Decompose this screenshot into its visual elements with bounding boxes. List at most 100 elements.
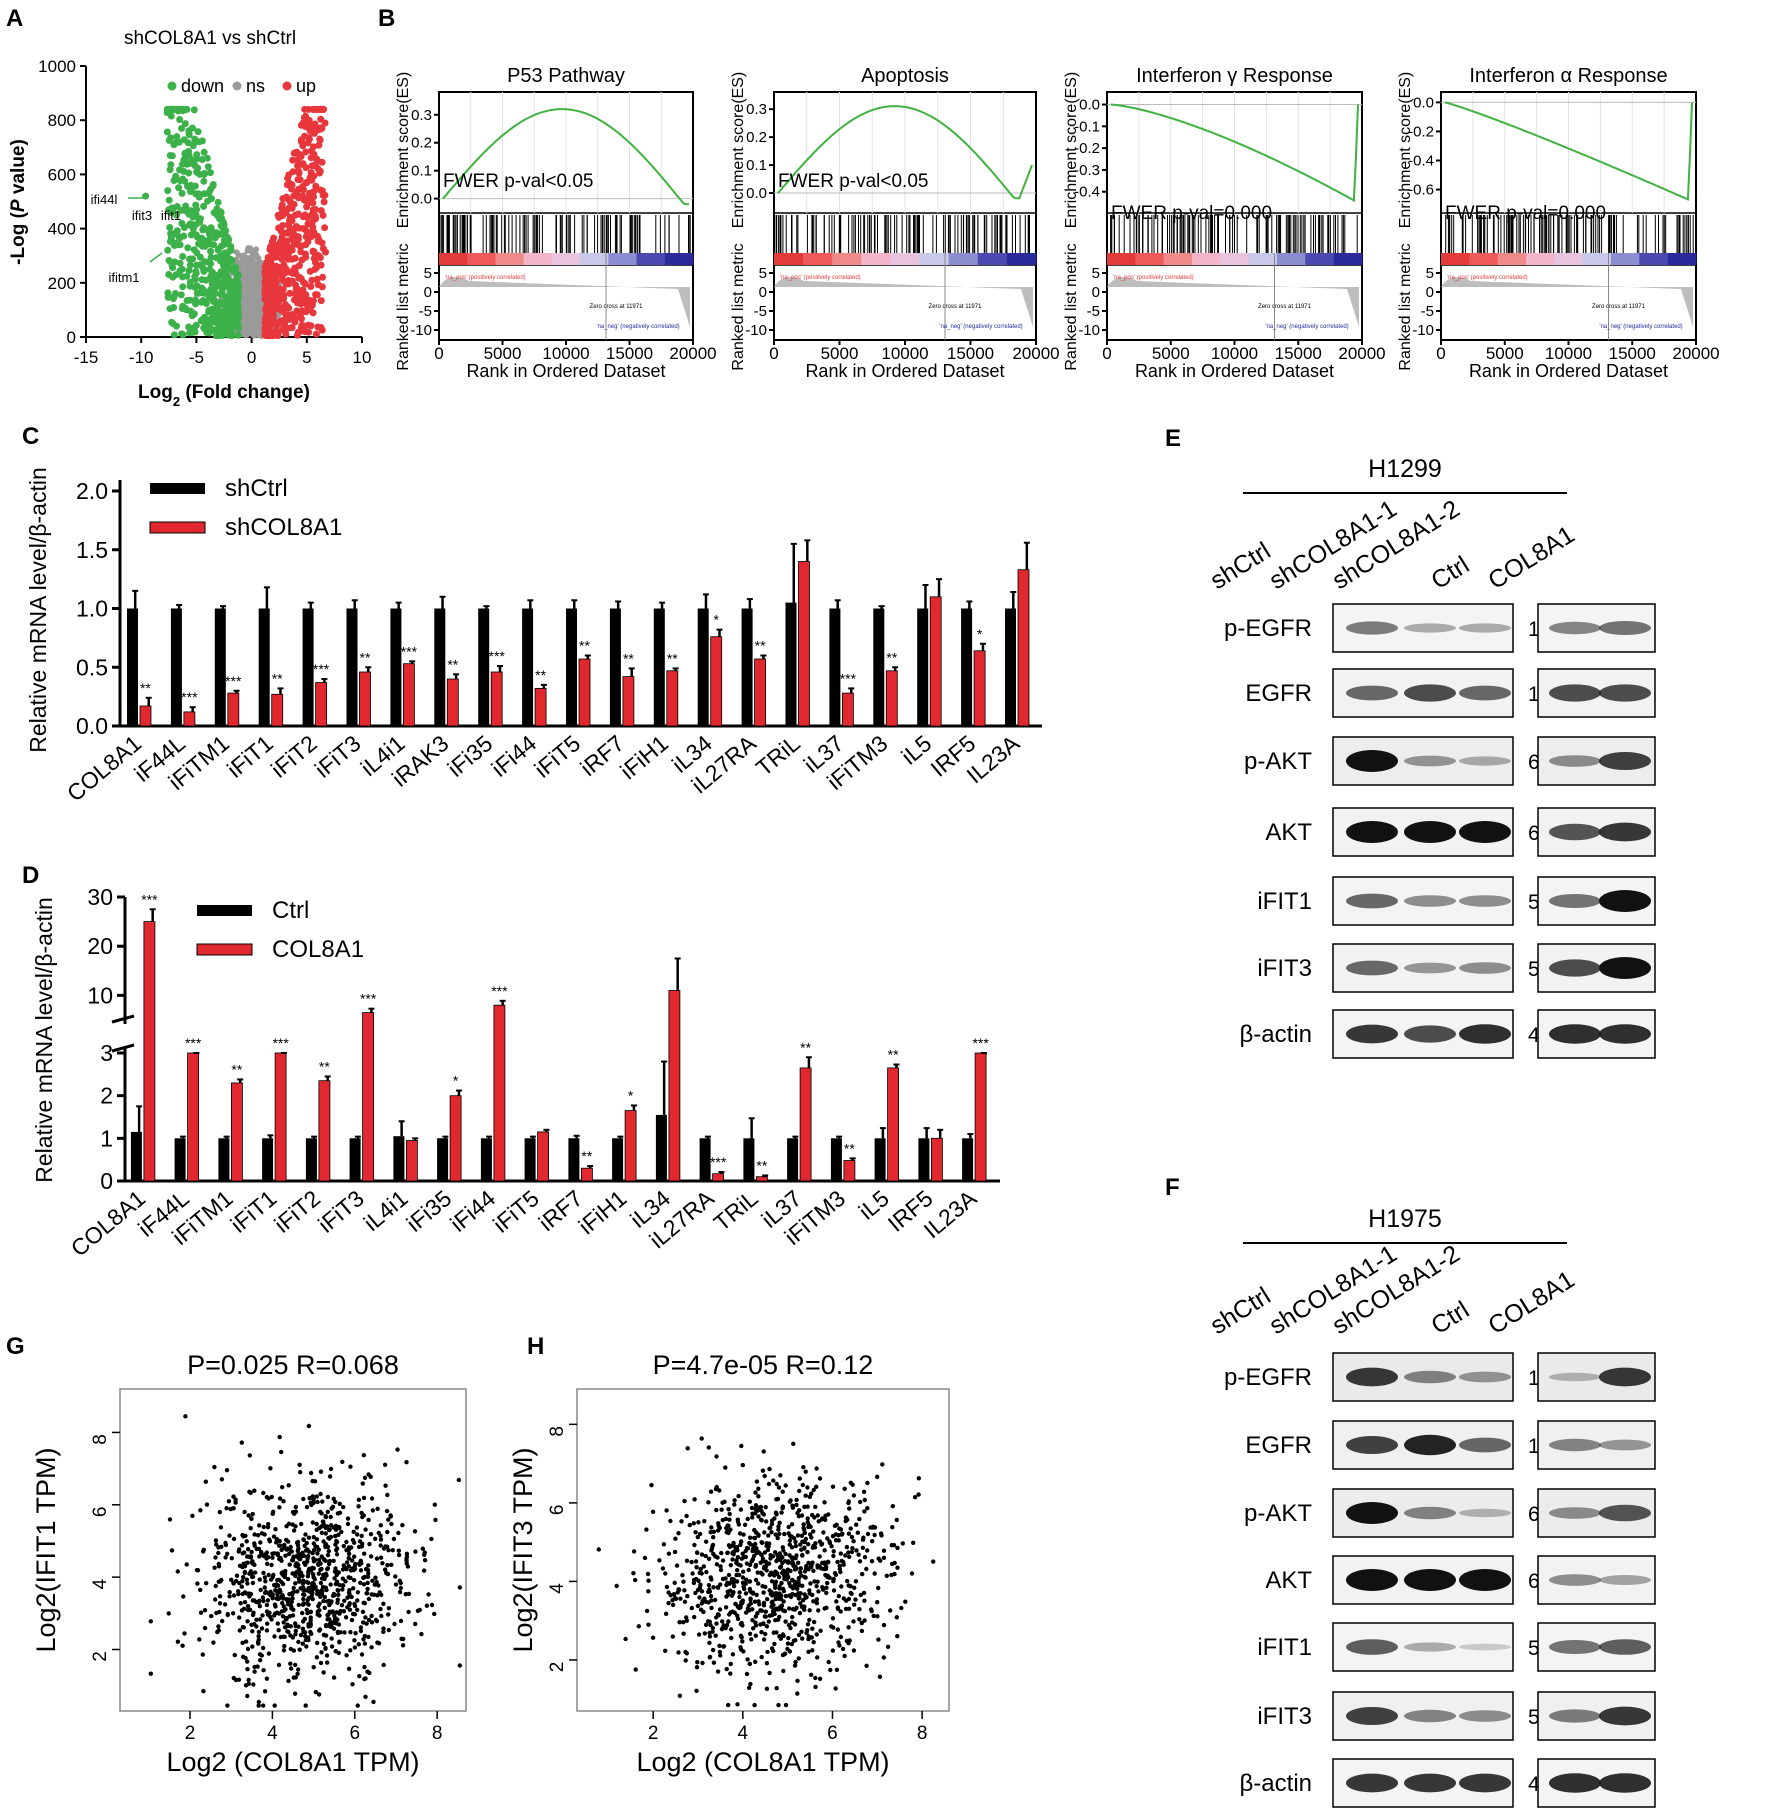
point-up [319, 191, 327, 199]
point-up [306, 173, 314, 181]
point-down [206, 169, 214, 177]
blot-band [1404, 1642, 1456, 1652]
scatter-point [870, 1539, 875, 1544]
y-tick-label: 2.0 [76, 478, 108, 504]
bar-ctrl [741, 608, 753, 726]
blot-band [1549, 894, 1601, 908]
panel-letter-e: E [1165, 425, 1181, 452]
scatter-point [323, 1585, 328, 1590]
blot-row-label: p-AKT [1244, 748, 1312, 775]
scatter-point [275, 1592, 280, 1597]
blot-band [1599, 684, 1651, 702]
scatter-point [386, 1627, 391, 1633]
metric-area [774, 277, 1033, 327]
point-up [279, 195, 287, 203]
scatter-point [364, 1621, 369, 1626]
scatter-point [644, 1527, 649, 1532]
scatter-point [257, 1617, 263, 1622]
point-up [317, 207, 325, 215]
x-tick-label: 10000 [542, 344, 589, 363]
scatter-point [293, 1675, 298, 1680]
scatter-point [293, 1509, 299, 1514]
blot-row-label: iFIT3 [1257, 955, 1312, 982]
point-up [302, 179, 310, 187]
scatter-point [256, 1641, 261, 1646]
point-down [176, 267, 184, 275]
scatter-point [295, 1671, 300, 1677]
category-label: iFiT3 [310, 730, 366, 783]
point-down [178, 105, 186, 113]
scatter-point [257, 1652, 263, 1657]
scatter-point [302, 1588, 307, 1593]
scatter-point [378, 1543, 383, 1548]
scatter-point [287, 1562, 292, 1567]
scatter-point [233, 1500, 238, 1505]
point-down [201, 242, 209, 250]
scatter-point [258, 1540, 263, 1545]
bar-ctrl [127, 608, 138, 726]
point-up [278, 201, 286, 209]
scatter-point [249, 1571, 254, 1576]
scatter-point [250, 1629, 255, 1634]
scatter-point [298, 1470, 303, 1475]
scatter-frame [119, 1388, 467, 1712]
category-label: iFiH1 [615, 730, 673, 784]
blot-band [1346, 821, 1398, 843]
scatter-point [357, 1562, 362, 1567]
es-tick-label: 0.2 [411, 135, 432, 152]
point-ns [242, 297, 249, 304]
significance-mark: ** [319, 1058, 330, 1074]
y-tick-label: 8 [90, 1434, 111, 1445]
point-down [164, 246, 172, 254]
scatter-point [353, 1631, 358, 1636]
scatter-point [306, 1602, 311, 1607]
scatter-point [273, 1588, 278, 1593]
scatter-point [276, 1596, 281, 1602]
scatter-point [323, 1544, 328, 1550]
point-up [264, 290, 272, 298]
scatter-point [249, 1549, 254, 1555]
scatter-point [369, 1620, 375, 1625]
point-up [309, 143, 317, 151]
bar-treat [799, 1067, 812, 1182]
scatter-point [457, 1585, 462, 1590]
scatter-frame [576, 1388, 950, 1712]
x-tick-label: 4 [738, 1723, 749, 1744]
scatter-point [370, 1508, 375, 1513]
point-up [294, 176, 302, 183]
blot-band [1346, 1773, 1398, 1793]
point-up [263, 306, 271, 314]
y-tick-label: 8 [547, 1426, 568, 1437]
scatter-point [384, 1508, 390, 1514]
significance-mark: ** [272, 670, 283, 686]
scatter-point [182, 1631, 187, 1636]
scatter-point [202, 1625, 208, 1631]
scatter-point [227, 1594, 232, 1599]
scatter-point [281, 1648, 287, 1653]
x-tick-label: 10 [353, 348, 372, 367]
fwer-label: FWER p-val=0.000 [1111, 203, 1272, 224]
lane-label: Ctrl [1426, 551, 1474, 595]
gene-label-ifit3: ifit3 [132, 208, 152, 223]
scatter-point [248, 1526, 253, 1531]
point-up [271, 277, 279, 285]
scatter-point [261, 1598, 266, 1604]
scatter-point [280, 1593, 285, 1598]
axis-break-mark [111, 1014, 135, 1024]
point-up [293, 331, 301, 339]
point-up [310, 255, 318, 263]
scatter-point [386, 1517, 391, 1522]
scatter-point [422, 1558, 428, 1563]
scatter-point [396, 1530, 401, 1536]
point-down [224, 323, 232, 331]
blot-band [1404, 895, 1456, 907]
point-up [300, 196, 308, 204]
scatter-point [211, 1640, 216, 1645]
scatter-point [279, 1449, 284, 1455]
rank-gradient-segment [1107, 253, 1136, 265]
scatter-point [357, 1674, 362, 1679]
scatter-point [405, 1564, 411, 1569]
scatter-point [801, 1465, 806, 1470]
point-up [288, 324, 296, 332]
